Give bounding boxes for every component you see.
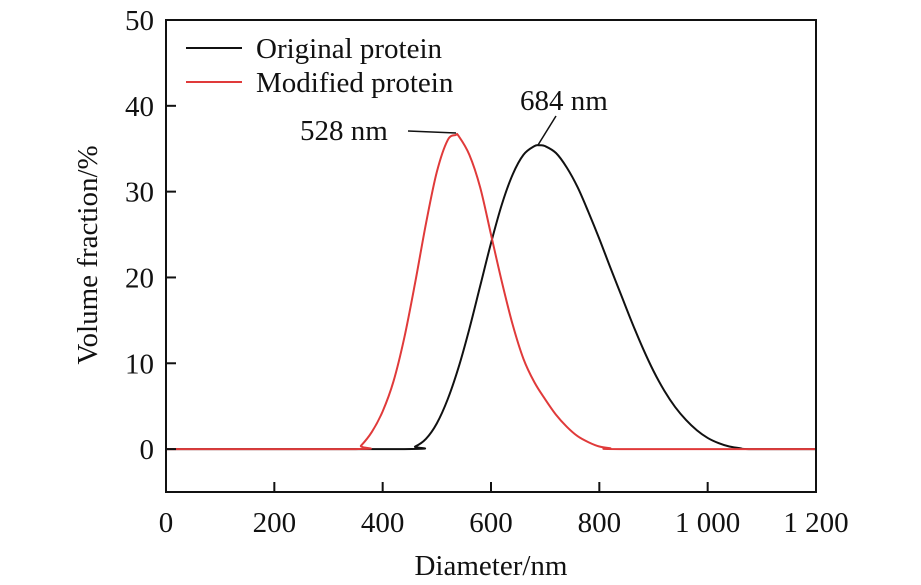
series-line-original-protein — [166, 144, 816, 451]
x-tick-label: 200 — [253, 507, 297, 539]
annotation-label-528: 528 nm — [300, 115, 388, 147]
y-tick-label: 30 — [125, 177, 154, 209]
curves — [166, 132, 816, 451]
x-tick-label: 0 — [159, 507, 174, 539]
legend: Original protein Modified protein — [186, 33, 454, 99]
y-tick-label: 50 — [125, 5, 154, 37]
annotation-leader-684 — [537, 115, 557, 146]
annotation-528: 528 nm — [300, 115, 457, 147]
y-tick-label: 0 — [140, 434, 155, 466]
annotation-leader-528 — [407, 130, 457, 134]
x-tick-label: 400 — [361, 507, 405, 539]
ticks: 0 200 400 600 800 1 000 1 200 0 10 20 30 40 50 — [125, 5, 849, 539]
y-axis-label: Volume fraction/% — [72, 145, 104, 364]
x-tick-label: 600 — [469, 507, 513, 539]
x-tick-label: 1 000 — [675, 507, 740, 539]
y-tick-label: 40 — [125, 91, 154, 123]
series-line-modified-protein — [166, 132, 816, 451]
legend-label-modified: Modified protein — [256, 67, 454, 99]
y-tick-label: 10 — [125, 348, 154, 380]
annotation-684: 684 nm — [520, 85, 608, 146]
x-tick-label: 800 — [578, 507, 622, 539]
x-axis-label: Diameter/nm — [414, 550, 567, 582]
legend-label-original: Original protein — [256, 33, 443, 65]
x-tick-label: 1 200 — [783, 507, 848, 539]
annotation-label-684: 684 nm — [520, 85, 608, 117]
y-tick-label: 20 — [125, 262, 154, 294]
